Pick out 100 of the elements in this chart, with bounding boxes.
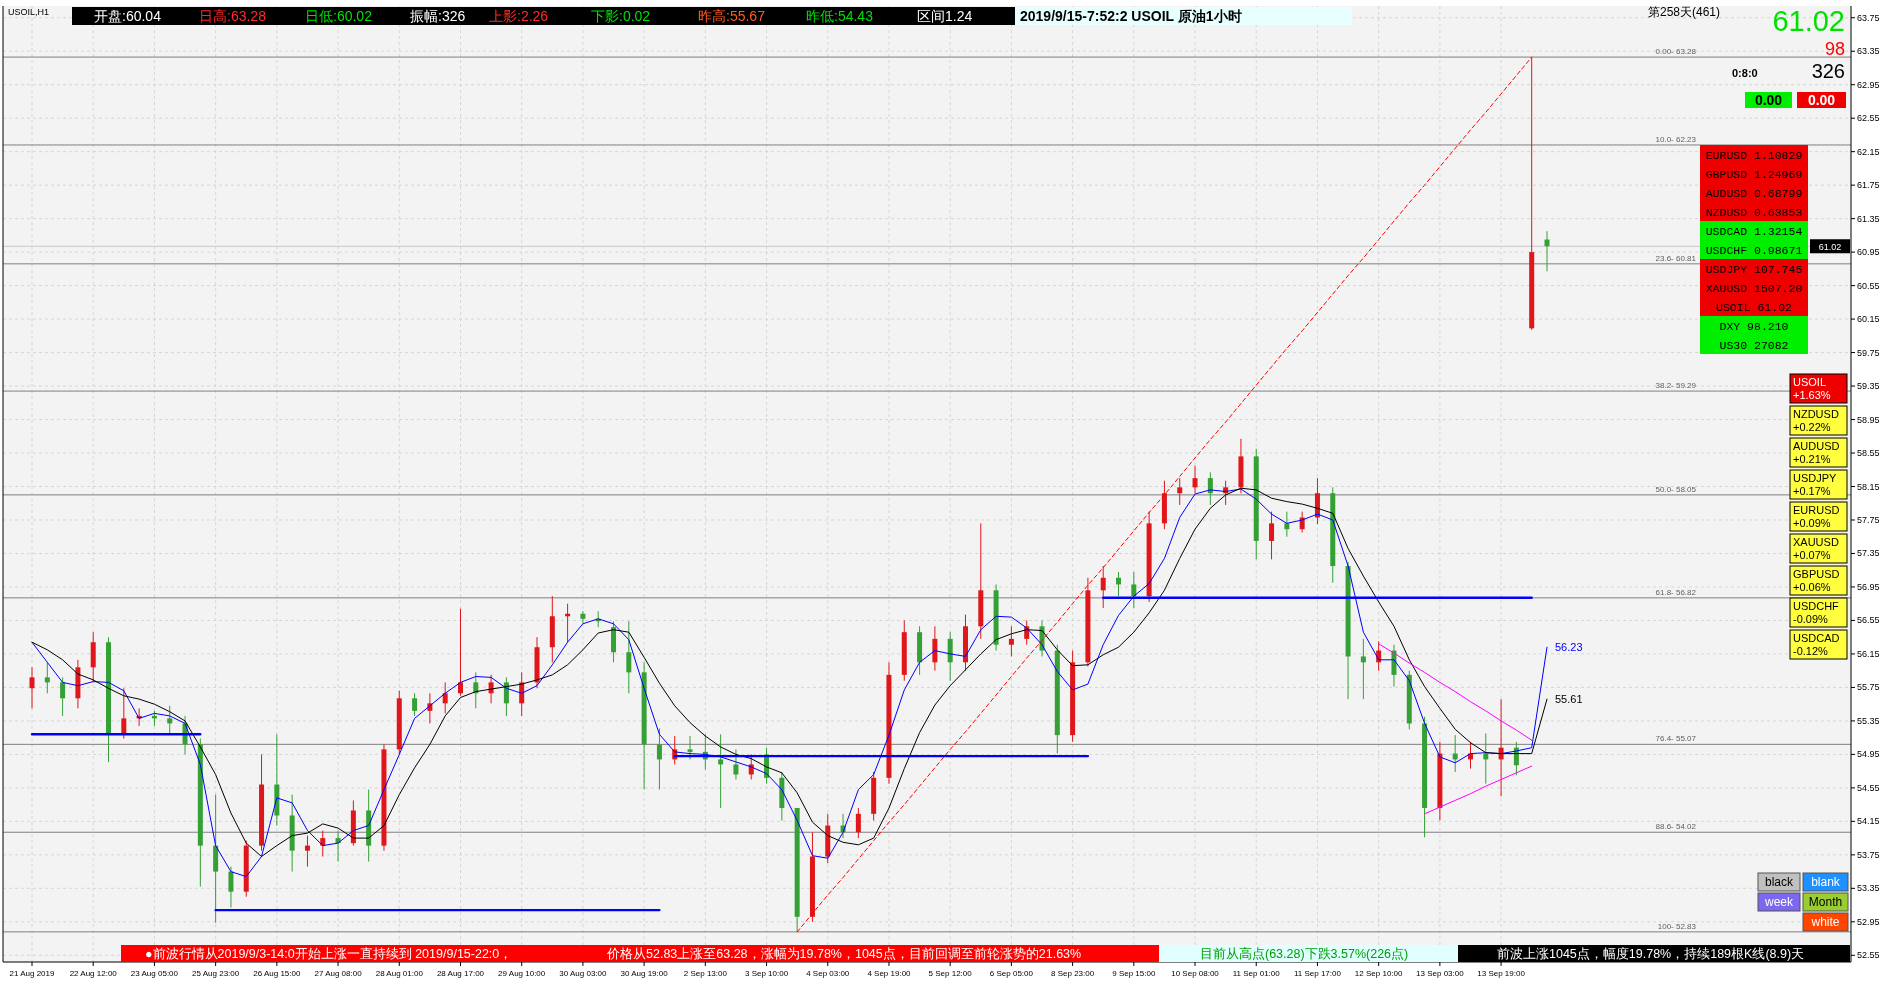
y-tick-label: 62.15 (1857, 146, 1880, 157)
y-tick-label: 58.95 (1857, 414, 1880, 425)
candlestick (855, 807, 861, 839)
annotation: USOIL,H1 (8, 7, 50, 17)
x-tick-label: 26 Aug 15:00 (253, 969, 301, 978)
annotation: 区间1.24 (917, 8, 973, 24)
candlestick (932, 625, 938, 672)
text: white (1810, 915, 1840, 930)
text: black (1764, 875, 1795, 890)
candlestick (304, 835, 310, 868)
x-tick-label: 30 Aug 19:00 (620, 969, 669, 978)
candlestick (1100, 565, 1106, 609)
annotation: 昨高:55.67 (698, 8, 766, 24)
candlestick (1360, 638, 1366, 700)
annotation: 昨低:54.43 (806, 8, 874, 24)
text: USDCHF -0.09% (1793, 600, 1840, 625)
text: GBPUSD +0.06% (1793, 568, 1840, 593)
ref-line-label: 61.02 (1818, 241, 1842, 252)
y-tick-label: 62.95 (1857, 79, 1880, 90)
y-tick-label: 56.95 (1857, 581, 1880, 592)
annotation: ●前波行情从2019/9/3-14:0开始上涨一直持续到 2019/9/15-22:0， (145, 947, 513, 961)
annotation: 振幅:326 (410, 8, 466, 24)
text: USDCAD 1.32154 (1705, 224, 1803, 238)
candlestick (1177, 477, 1183, 506)
text: 55.61 (1555, 693, 1583, 706)
x-tick-label: 13 Sep 19:00 (1477, 969, 1526, 978)
y-tick-label: 56.15 (1857, 648, 1880, 659)
text: XAUUSD 1507.20 (1705, 281, 1803, 295)
candlestick (1131, 571, 1137, 609)
text: GBPUSD 1.24969 (1705, 167, 1803, 181)
annotation: 日高:63.28 (199, 8, 267, 24)
x-tick-label: 27 Aug 08:00 (314, 969, 363, 978)
annotation: 价格从52.83上涨至63.28，涨幅为19.78%，1045点，目前回调至前轮涨势的21.63% (606, 947, 1082, 961)
x-tick-label: 3 Sep 10:00 (744, 969, 789, 978)
y-tick-label: 55.75 (1857, 682, 1880, 693)
candlestick (442, 681, 448, 714)
y-tick-label: 60.95 (1857, 247, 1880, 258)
annotation: 38.2- 59.29 (1655, 381, 1697, 391)
candlestick (580, 610, 586, 625)
y-tick-label: 58.55 (1857, 448, 1880, 459)
text: week (1763, 895, 1795, 910)
candlestick (60, 676, 66, 717)
y-tick-label: 59.75 (1857, 347, 1880, 358)
candlestick (29, 666, 35, 709)
text: 326 (1811, 60, 1845, 82)
annotation: 上影:2.26 (489, 8, 549, 24)
text: NZDUSD 0.63853 (1705, 205, 1803, 219)
text: AUDUSD +0.21% (1793, 440, 1840, 465)
text: 第258天(461) (1648, 5, 1721, 19)
x-tick-label: 12 Sep 10:00 (1354, 969, 1404, 978)
annotation: 目前从高点(63.28)下跌3.57%(226点) (1200, 946, 1409, 961)
text: 61.02 (1772, 5, 1845, 37)
text: USDJPY 107.745 (1705, 262, 1803, 276)
line-series (1424, 765, 1533, 815)
text: DXY 98.210 (1719, 319, 1789, 333)
candlestick (121, 687, 127, 739)
annotation: 88.6- 54.02 (1655, 822, 1697, 832)
text: USDCHF 0.98671 (1705, 243, 1803, 257)
candlestick (167, 705, 173, 735)
y-tick-label: 55.35 (1857, 715, 1880, 726)
text: Month (1808, 895, 1843, 910)
text: 0.00 (1807, 92, 1836, 109)
annotation: 50.0- 58.05 (1655, 484, 1697, 494)
annotation: 10.0- 62.23 (1655, 134, 1697, 144)
text: 0:8:0 (1732, 67, 1758, 79)
x-tick-label: 23 Aug 05:00 (130, 969, 179, 978)
y-tick-label: 52.55 (1857, 950, 1880, 961)
y-tick-label: 60.15 (1857, 314, 1880, 325)
candlestick (228, 866, 234, 909)
y-tick-label: 63.75 (1857, 12, 1880, 23)
x-tick-label: 9 Sep 15:00 (1112, 969, 1156, 978)
text: XAUUSD +0.07% (1793, 536, 1839, 561)
x-tick-label: 13 Sep 03:00 (1416, 969, 1465, 978)
annotation: 76.4- 55.07 (1655, 734, 1697, 744)
x-tick-label: 28 Aug 01:00 (375, 969, 424, 978)
y-tick-label: 60.55 (1857, 280, 1880, 291)
candlestick (1008, 625, 1014, 657)
x-tick-label: 21 Aug 2019 (9, 969, 56, 978)
text: AUDUSD 0.68799 (1705, 186, 1803, 200)
y-tick-label: 57.35 (1857, 548, 1880, 559)
text: USDCAD -0.12% (1793, 632, 1840, 657)
y-tick-label: 57.75 (1857, 515, 1880, 525)
x-tick-label: 10 Sep 08:00 (1171, 969, 1220, 978)
text: EURUSD +0.09% (1793, 504, 1840, 529)
text: EURUSD 1.10829 (1705, 148, 1803, 162)
x-tick-label: 30 Aug 03:00 (559, 969, 608, 978)
text: blank (1811, 875, 1841, 890)
chart-title: 2019/9/15-7:52:2 USOIL 原油1小时 (1020, 8, 1242, 24)
candlestick (457, 608, 463, 697)
x-tick-label: 4 Sep 03:00 (806, 969, 850, 978)
candlestick (626, 620, 632, 694)
annotation: 开盘:60.04 (94, 8, 162, 24)
annotation: 日低:60.02 (305, 8, 373, 24)
y-tick-label: 61.35 (1857, 213, 1880, 224)
text: USOIL +1.63% (1793, 376, 1831, 401)
annotation: 23.6- 60.81 (1655, 253, 1697, 263)
candlestick (687, 735, 693, 760)
y-tick-label: 54.55 (1857, 782, 1880, 793)
annotation: 100- 52.83 (1657, 921, 1697, 931)
x-tick-label: 11 Sep 01:00 (1232, 969, 1281, 978)
